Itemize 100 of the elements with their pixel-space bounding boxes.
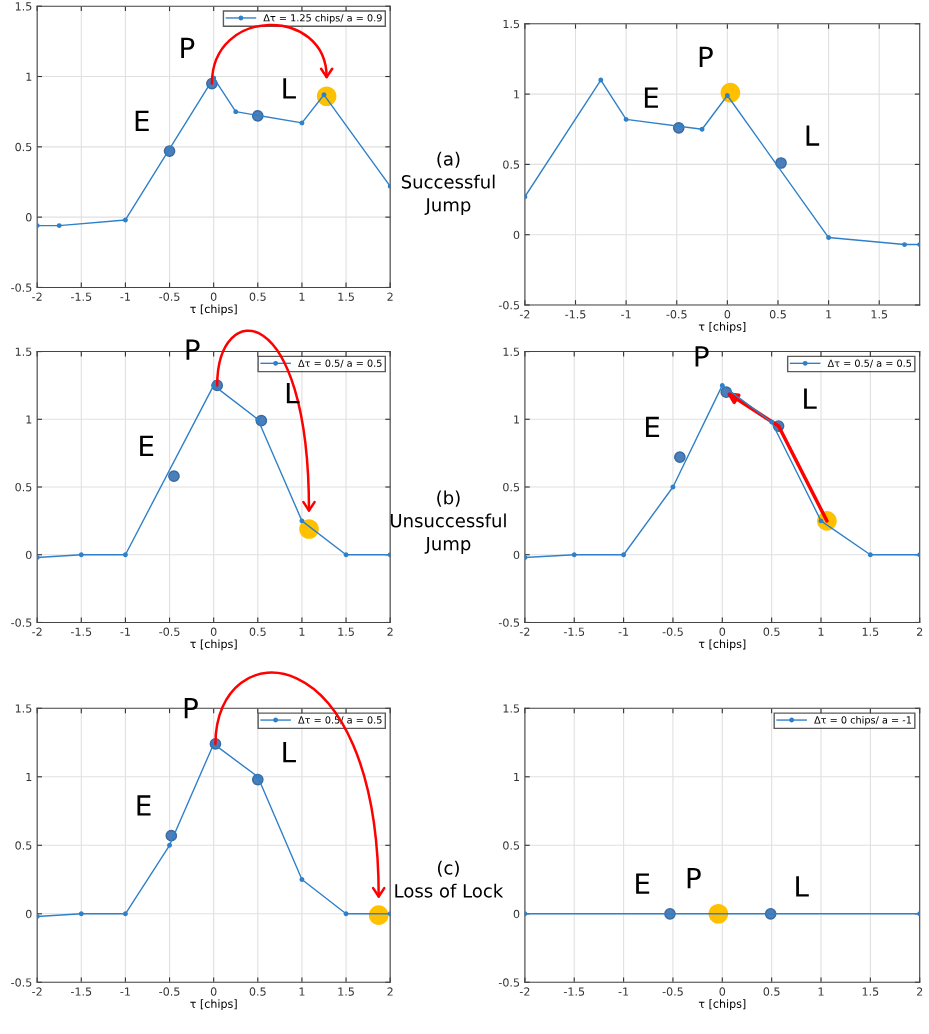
y-tick-label: 1 bbox=[26, 415, 32, 424]
annotation: L bbox=[796, 876, 809, 897]
y-tick-label: 0 bbox=[513, 909, 520, 919]
annotation: E bbox=[644, 87, 658, 108]
y-tick-label: 1 bbox=[514, 772, 519, 782]
x-tick-label: -0.5 bbox=[662, 987, 683, 996]
x-tick-label: -2 bbox=[32, 292, 42, 301]
y-tick-label: 1.5 bbox=[15, 2, 32, 11]
x-tick-label: -1 bbox=[618, 627, 629, 636]
x-axis-title: τ [chips] bbox=[698, 322, 746, 333]
x-tick-label: -1 bbox=[120, 987, 130, 996]
annotation: E bbox=[135, 110, 149, 131]
x-tick-label: 0.5 bbox=[763, 987, 780, 996]
y-tick-label: -0.5 bbox=[11, 283, 32, 292]
x-tick-label: 1.5 bbox=[862, 627, 879, 636]
x-tick-label: 1.5 bbox=[871, 310, 888, 319]
x-tick-label: -1 bbox=[618, 987, 629, 996]
y-tick-label: 0.5 bbox=[503, 482, 520, 492]
annotation: E bbox=[137, 795, 151, 816]
x-tick-label: 0.5 bbox=[249, 627, 266, 636]
x-tick-label: 0.5 bbox=[249, 292, 266, 301]
y-tick-label: 0.5 bbox=[503, 160, 520, 169]
x-tick-label: 1 bbox=[299, 292, 305, 301]
annotation: E bbox=[636, 873, 650, 894]
x-tick-label: -1.5 bbox=[565, 310, 586, 319]
x-tick-label: 0.5 bbox=[249, 987, 266, 996]
x-tick-label: -2 bbox=[519, 627, 530, 636]
y-tick-label: 1.5 bbox=[503, 19, 520, 29]
y-tick-label: 0.5 bbox=[503, 841, 520, 850]
y-tick-label: 1.5 bbox=[15, 347, 32, 356]
text: (c) Loss of Lock bbox=[395, 860, 504, 898]
legend-label: Δτ = 0.5/ a = 0.5 bbox=[827, 359, 912, 368]
y-tick-label: -0.5 bbox=[11, 978, 32, 987]
x-tick-label: -0.5 bbox=[159, 292, 180, 301]
legend-label: Δτ = 0 chips/ a = -1 bbox=[814, 716, 912, 726]
y-tick-label: -0.5 bbox=[11, 618, 32, 627]
x-tick-label: -1.5 bbox=[70, 987, 92, 996]
x-tick-label: -1.5 bbox=[70, 292, 92, 301]
annotation: L bbox=[283, 78, 296, 99]
legend-label: Δτ = 0.5/ a = 0.5 bbox=[298, 359, 382, 368]
y-tick-label: -0.5 bbox=[498, 301, 520, 310]
y-tick-label: 0 bbox=[513, 550, 520, 560]
x-tick-label: -1 bbox=[120, 627, 130, 636]
x-axis-title: τ [chips] bbox=[190, 999, 237, 1011]
annotation: E bbox=[140, 435, 154, 457]
x-tick-label: -0.5 bbox=[666, 310, 687, 319]
annotation: P bbox=[699, 46, 713, 68]
legend-label: Δτ = 1.25 chips/ a = 0.9 bbox=[263, 13, 382, 24]
x-tick-label: -0.5 bbox=[159, 987, 180, 996]
x-tick-label: -1.5 bbox=[563, 987, 585, 996]
x-tick-label: 0 bbox=[210, 987, 217, 996]
x-tick-label: 1 bbox=[826, 310, 832, 319]
y-tick-label: 0 bbox=[513, 230, 520, 240]
x-tick-label: -1 bbox=[120, 292, 130, 301]
y-tick-label: 0 bbox=[25, 909, 32, 919]
y-tick-label: 0 bbox=[25, 550, 32, 560]
annotation: L bbox=[283, 741, 296, 763]
x-tick-label: 1 bbox=[818, 627, 824, 636]
x-tick-label: 2 bbox=[387, 627, 393, 636]
annotation: P bbox=[687, 867, 701, 889]
y-tick-label: -0.5 bbox=[498, 618, 520, 627]
x-tick-label: 2 bbox=[387, 292, 393, 301]
y-tick-label: 1 bbox=[514, 90, 519, 99]
y-tick-label: 0.5 bbox=[15, 142, 32, 152]
x-tick-label: -0.5 bbox=[662, 627, 683, 636]
x-tick-label: -1.5 bbox=[70, 627, 92, 636]
y-tick-label: 0.5 bbox=[15, 841, 32, 850]
y-tick-label: 1.5 bbox=[503, 347, 520, 356]
x-tick-label: -2 bbox=[32, 987, 42, 996]
y-tick-label: 0.5 bbox=[15, 482, 32, 492]
x-tick-label: -1.5 bbox=[563, 627, 585, 636]
x-tick-label: 1.5 bbox=[338, 627, 354, 636]
x-tick-label: -0.5 bbox=[159, 627, 180, 636]
annotation: L bbox=[804, 388, 817, 409]
x-axis-title: τ [chips] bbox=[190, 304, 237, 316]
x-tick-label: 0.5 bbox=[763, 627, 780, 636]
x-tick-label: 1.5 bbox=[338, 292, 354, 301]
x-tick-label: 2 bbox=[387, 987, 393, 996]
annotation: L bbox=[806, 125, 820, 146]
x-tick-label: 0 bbox=[719, 627, 726, 636]
x-tick-label: 1 bbox=[299, 627, 305, 636]
x-tick-label: -1 bbox=[621, 310, 631, 319]
x-tick-label: 1.5 bbox=[862, 987, 879, 996]
text: (a) Successful Jump bbox=[401, 151, 495, 216]
y-tick-label: 1 bbox=[26, 72, 32, 81]
y-tick-label: 1 bbox=[514, 415, 519, 424]
x-tick-label: 0 bbox=[719, 987, 726, 996]
annotation: P bbox=[695, 346, 709, 367]
y-tick-label: 1.5 bbox=[15, 704, 32, 713]
x-tick-label: 0 bbox=[210, 292, 217, 301]
annotation: E bbox=[646, 416, 660, 438]
annotation: P bbox=[181, 37, 195, 58]
y-tick-label: 1.5 bbox=[503, 704, 520, 713]
x-tick-label: -2 bbox=[519, 987, 530, 996]
x-axis-title: τ [chips] bbox=[190, 639, 237, 651]
x-tick-label: 2 bbox=[916, 627, 923, 636]
x-axis-title: τ [chips] bbox=[698, 999, 746, 1011]
x-tick-label: 0 bbox=[210, 627, 217, 636]
y-tick-label: 0 bbox=[25, 213, 32, 222]
x-tick-label: 1 bbox=[299, 987, 305, 996]
